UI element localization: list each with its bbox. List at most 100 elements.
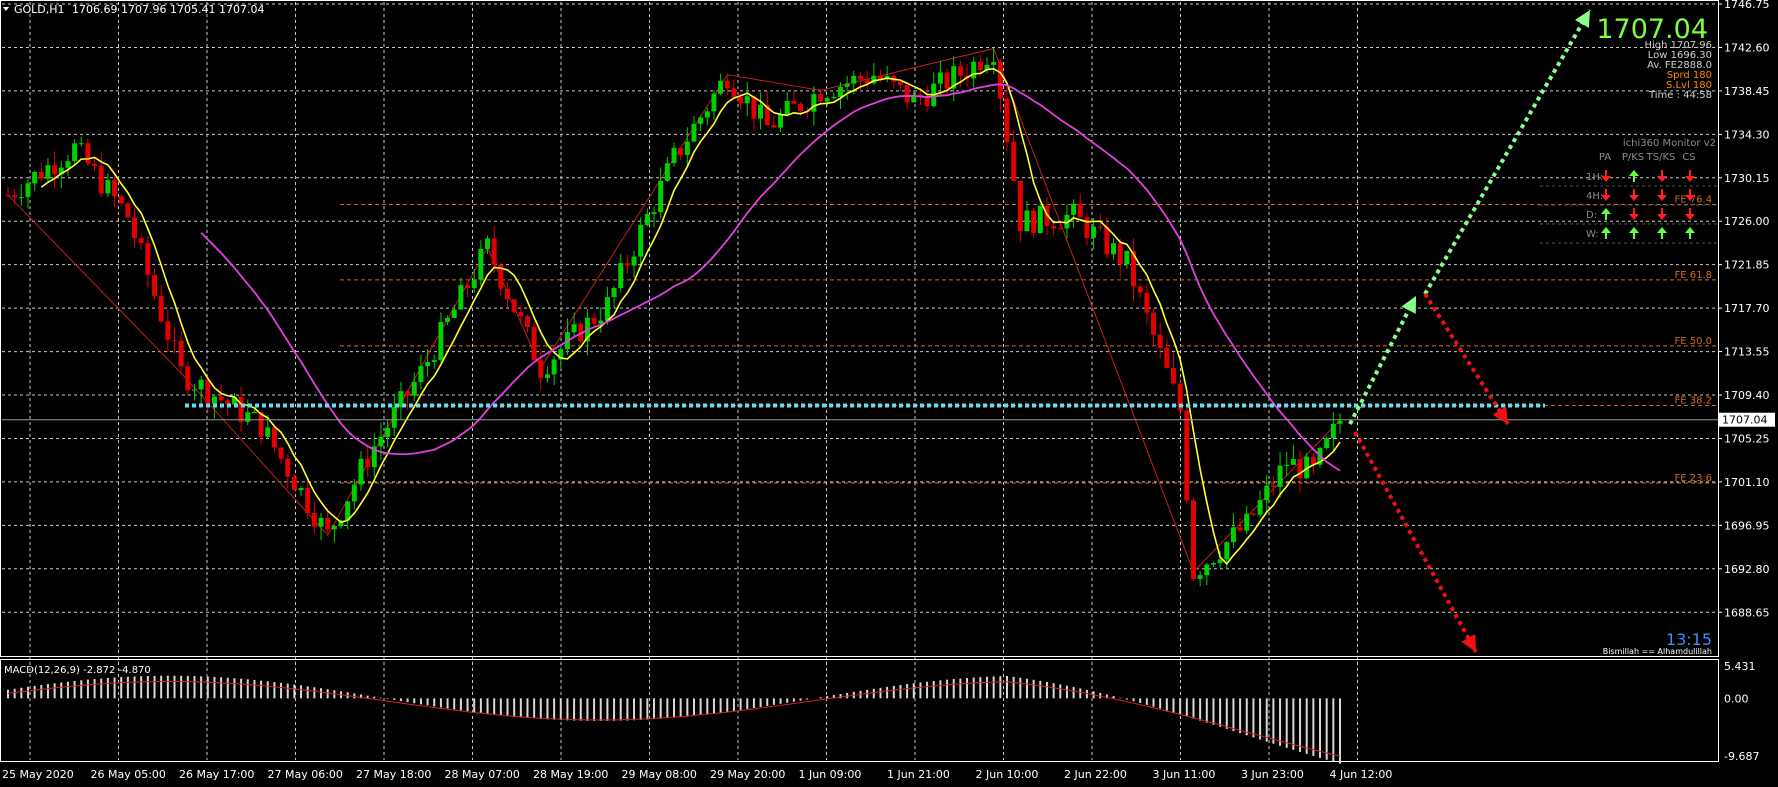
candle-body	[618, 263, 624, 289]
candle-body	[291, 476, 297, 491]
arrow-down-icon	[1657, 176, 1667, 182]
arrow-down-icon	[1685, 176, 1695, 182]
monitor-row-label: D:	[1586, 210, 1597, 221]
info-line: Sprd 180	[1667, 70, 1712, 81]
y-tick-label: 1738.45	[1724, 85, 1770, 98]
candle-body	[604, 297, 610, 321]
monitor-row-label: 1H:	[1586, 172, 1603, 183]
candle-body	[1217, 559, 1223, 564]
candle-body	[664, 163, 670, 181]
candle-body	[198, 379, 204, 390]
candle-body	[704, 111, 710, 118]
candle-body	[718, 80, 724, 94]
candle-body	[218, 396, 224, 401]
candle-body	[724, 80, 730, 89]
projection-arrows	[1348, 8, 1592, 653]
candle-body	[951, 66, 957, 89]
info-line: High 1707.96	[1644, 40, 1712, 51]
candle-body	[338, 520, 344, 527]
candle-body	[445, 317, 451, 322]
header-dropdown-icon[interactable]	[3, 7, 9, 11]
x-tick-label: 28 May 19:00	[533, 768, 608, 781]
macd-tick-label: 5.431	[1724, 660, 1756, 673]
candle-body	[1257, 500, 1263, 515]
candle-body	[471, 279, 477, 289]
candle-body	[211, 396, 217, 404]
candle-body	[591, 317, 597, 324]
x-tick-label: 4 Jun 12:00	[1330, 768, 1393, 781]
candle-body	[598, 320, 604, 324]
monitor-header: PA	[1599, 152, 1611, 163]
candle-body	[791, 101, 797, 104]
candle-body	[1011, 141, 1017, 181]
current-price-tag	[1719, 412, 1775, 427]
candle-body	[431, 360, 437, 362]
candle-body	[571, 324, 577, 333]
candle-body	[904, 85, 910, 103]
arrow-down-icon	[1657, 214, 1667, 220]
y-tick-label: 1688.65	[1724, 606, 1770, 619]
candle-body	[1304, 456, 1310, 479]
macd-panel-frame	[0, 659, 1719, 762]
arrow-down-icon	[1685, 214, 1695, 220]
monitor-header: CS	[1682, 152, 1695, 163]
candle-body	[1057, 228, 1063, 230]
candle-body	[764, 104, 770, 126]
candle-body	[1224, 542, 1230, 560]
candle-body	[65, 161, 71, 168]
candle-body	[12, 195, 18, 198]
candle-body	[451, 309, 457, 318]
candle-body	[1337, 420, 1343, 424]
monitor-row-label: W:	[1586, 229, 1599, 240]
macd-label: MACD(12,26,9) -2.872 -4.870	[4, 665, 151, 676]
candle-body	[518, 312, 524, 317]
candle-body	[1197, 575, 1203, 579]
candle-body	[271, 427, 277, 448]
fast-ma-line	[40, 67, 1341, 566]
candle-body	[771, 125, 777, 128]
x-tick-label: 2 Jun 22:00	[1064, 768, 1127, 781]
candle-body	[1017, 180, 1023, 232]
y-tick-label: 1696.95	[1724, 519, 1770, 532]
time-axis: 25 May 2020 26 May 05:00 26 May 17:00 27 Ma…	[2, 768, 1392, 781]
candle-body	[631, 256, 637, 266]
candle-body	[851, 75, 857, 84]
candle-body	[1177, 383, 1183, 411]
arrow-up-icon	[1601, 208, 1611, 214]
candle-body	[98, 166, 104, 194]
candle-body	[72, 143, 78, 162]
arrow-down-icon	[1601, 176, 1611, 182]
y-tick-label: 1734.30	[1724, 128, 1770, 141]
candle-body	[1171, 367, 1176, 384]
candle-body	[544, 374, 550, 378]
candle-body	[152, 275, 158, 296]
candle-body	[165, 321, 171, 341]
price-panel-frame	[0, 0, 1719, 657]
candle-body	[1117, 243, 1123, 265]
x-tick-label: 29 May 20:00	[710, 768, 785, 781]
candle-body	[1051, 226, 1057, 229]
fe-level-label: FE 76.4	[1674, 194, 1712, 205]
arrow-up-short-head	[1401, 296, 1416, 314]
x-tick-label: 27 May 06:00	[268, 768, 343, 781]
candle-body	[1024, 210, 1030, 232]
candle-body	[491, 238, 497, 265]
candle-body	[698, 117, 704, 124]
candle-body	[1270, 485, 1276, 487]
candle-body	[1044, 205, 1050, 227]
candle-body	[818, 94, 824, 102]
arrow-down-icon	[1629, 214, 1639, 220]
candle-body	[651, 212, 657, 215]
macd-signal-line	[7, 680, 1341, 757]
candle-body	[538, 360, 544, 378]
candle-body	[838, 86, 843, 97]
candle-body	[298, 487, 304, 491]
candle-body	[778, 114, 784, 128]
candle-body	[1004, 98, 1010, 142]
arrow-down-short	[1423, 292, 1510, 426]
candle-body	[1164, 347, 1170, 368]
candle-body	[411, 382, 417, 396]
candle-body	[1091, 226, 1097, 238]
candle-body	[438, 321, 444, 361]
